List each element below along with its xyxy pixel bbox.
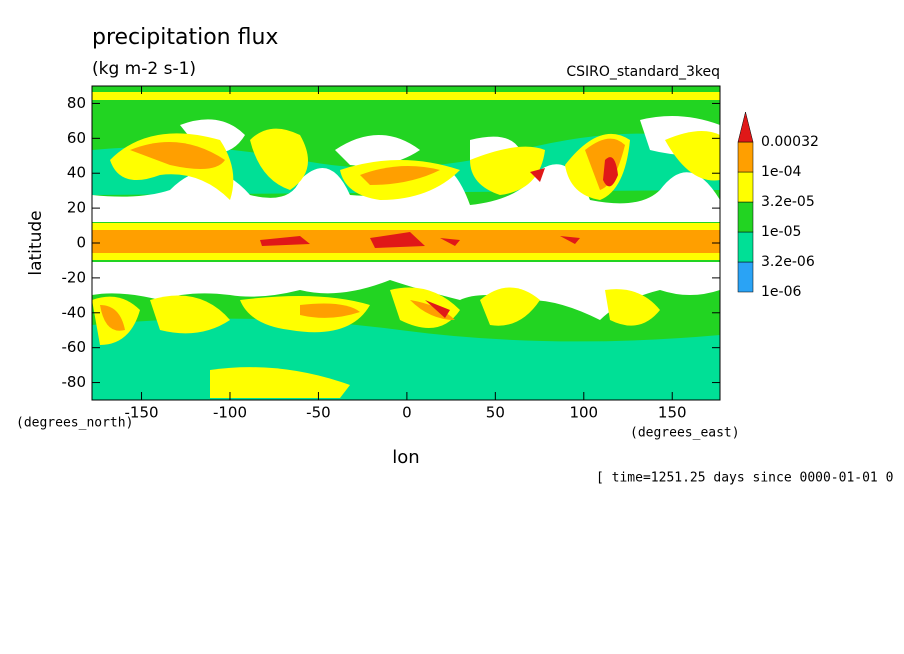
- y-tick-label: -60: [62, 338, 87, 356]
- x-tick-label: -50: [306, 404, 331, 422]
- y-tick-label: -80: [62, 373, 87, 391]
- x-tick-label: 100: [569, 404, 598, 422]
- colorbar-box: [737, 141, 754, 173]
- y-tick-label: -20: [62, 268, 87, 286]
- x-tick-label: 0: [402, 404, 412, 422]
- x-tick-label: 50: [486, 404, 505, 422]
- y-tick-label: 40: [67, 164, 86, 182]
- x-axis-label: lon: [392, 447, 419, 468]
- y-units: (degrees_north): [16, 416, 133, 431]
- footer-note: [ time=1251.25 days since 0000-01-01 0: [596, 471, 893, 486]
- dataset-label: CSIRO_standard_3keq: [566, 64, 720, 80]
- chart-subtitle: (kg m-2 s-1): [92, 59, 196, 79]
- y-tick-label: 80: [67, 94, 86, 112]
- chart-title: precipitation flux: [92, 25, 278, 50]
- colorbar-label: 3.2e-06: [761, 254, 815, 270]
- x-tick-label: -150: [125, 404, 159, 422]
- colorbar-label: 1e-06: [761, 284, 801, 300]
- colorbar-label: 3.2e-05: [761, 194, 815, 210]
- colorbar-box: [737, 201, 754, 233]
- colorbar-over: [737, 111, 754, 143]
- x-units: (degrees_east): [630, 426, 740, 441]
- colorbar-label: 1e-05: [761, 224, 801, 240]
- x-tick-label: 150: [658, 404, 687, 422]
- y-tick-label: -40: [62, 303, 87, 321]
- y-tick-label: 0: [76, 234, 86, 252]
- x-tick-label: -100: [213, 404, 247, 422]
- colorbar-box: [737, 261, 754, 293]
- y-tick-label: 60: [67, 129, 86, 147]
- colorbar-label: 0.00032: [761, 134, 819, 150]
- y-tick-label: 20: [67, 199, 86, 217]
- colorbar-box: [737, 171, 754, 203]
- contour-field: [92, 86, 720, 400]
- colorbar-label: 1e-04: [761, 164, 801, 180]
- y-axis-label: latitude: [26, 210, 46, 275]
- colorbar-box: [737, 231, 754, 263]
